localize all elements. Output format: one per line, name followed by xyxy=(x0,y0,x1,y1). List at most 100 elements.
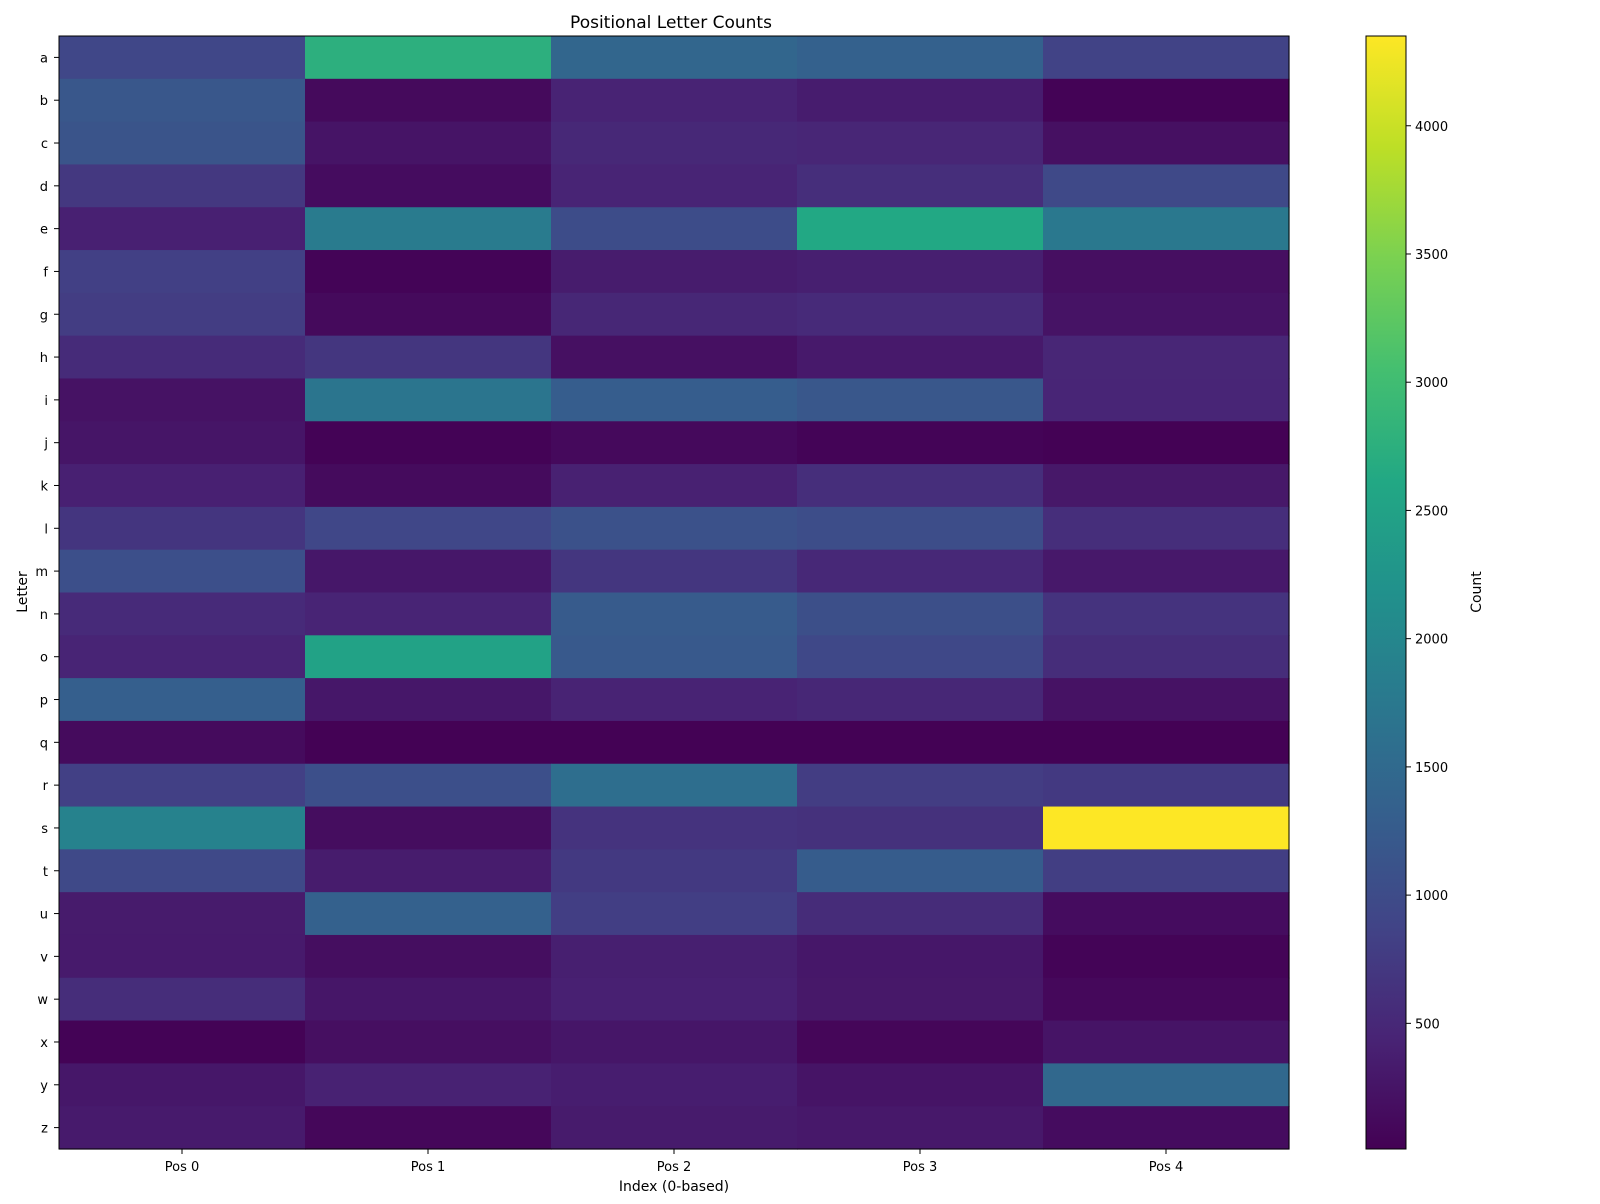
heatmap-cell-q-2 xyxy=(551,720,798,765)
heatmap-cell-s-4 xyxy=(1043,806,1290,850)
heatmap-cell-g-1 xyxy=(305,292,552,337)
heatmap-cell-m-2 xyxy=(551,549,798,594)
heatmap-cell-q-0 xyxy=(59,720,306,765)
heatmap-cell-n-0 xyxy=(59,592,306,636)
heatmap-cell-b-3 xyxy=(797,78,1044,123)
heatmap-cell-i-0 xyxy=(59,378,306,422)
heatmap-cell-i-1 xyxy=(305,378,552,422)
heatmap-cell-r-2 xyxy=(551,763,798,808)
y-tick-label: o xyxy=(40,651,48,666)
y-tick-label: w xyxy=(37,993,48,1008)
heatmap-cell-u-3 xyxy=(797,892,1044,936)
heatmap-cell-h-1 xyxy=(305,335,552,380)
y-tick-label: h xyxy=(40,351,48,366)
heatmap-cell-o-2 xyxy=(551,635,798,679)
y-tick-label: y xyxy=(40,1079,48,1094)
heatmap-cell-b-2 xyxy=(551,78,798,123)
heatmap-cell-z-2 xyxy=(551,1106,798,1150)
heatmap-cell-z-3 xyxy=(797,1106,1044,1150)
heatmap-cell-h-4 xyxy=(1043,335,1290,380)
y-tick-label: x xyxy=(40,1036,48,1051)
heatmap-cell-v-2 xyxy=(551,934,798,979)
heatmap-cell-j-0 xyxy=(59,421,306,465)
y-tick-label: z xyxy=(41,1122,48,1137)
heatmap-cell-k-3 xyxy=(797,464,1044,508)
heatmap-cell-k-0 xyxy=(59,464,306,508)
heatmap-cell-r-0 xyxy=(59,763,306,808)
heatmap-cell-d-3 xyxy=(797,164,1044,208)
y-tick-label: l xyxy=(44,522,48,537)
y-tick-label: i xyxy=(44,394,48,409)
heatmap-cell-u-1 xyxy=(305,892,552,936)
heatmap-cell-p-0 xyxy=(59,678,306,722)
heatmap-cell-l-0 xyxy=(59,506,306,551)
heatmap-cell-s-0 xyxy=(59,806,306,850)
heatmap-cell-u-0 xyxy=(59,892,306,936)
heatmap-cell-w-4 xyxy=(1043,977,1290,1022)
x-axis-label: Index (0-based) xyxy=(619,1179,729,1195)
heatmap-cell-i-2 xyxy=(551,378,798,422)
heatmap-cell-g-0 xyxy=(59,292,306,337)
x-axis: Pos 0 Pos 1 Pos 2 Pos 3 Pos 4 xyxy=(165,1149,1184,1175)
heatmap-cell-e-1 xyxy=(305,207,552,251)
heatmap-cell-c-0 xyxy=(59,121,306,166)
heatmap-cell-y-0 xyxy=(59,1063,306,1107)
heatmap-cell-l-4 xyxy=(1043,506,1290,551)
heatmap-cell-d-0 xyxy=(59,164,306,208)
colorbar-ticks: 500 1000 1500 2000 2500 3000 3500 4000 xyxy=(1406,120,1448,1032)
heatmap-cell-x-1 xyxy=(305,1020,552,1064)
heatmap-cell-l-2 xyxy=(551,506,798,551)
y-tick-label: p xyxy=(40,694,48,709)
heatmap-cell-s-2 xyxy=(551,806,798,850)
heatmap-cell-a-1 xyxy=(305,36,552,80)
heatmap-cell-f-1 xyxy=(305,250,552,294)
heatmap-cell-x-3 xyxy=(797,1020,1044,1064)
heatmap-cell-x-2 xyxy=(551,1020,798,1064)
heatmap-cell-z-1 xyxy=(305,1106,552,1150)
x-tick-label: Pos 2 xyxy=(657,1160,692,1175)
heatmap-cell-a-0 xyxy=(59,36,306,80)
heatmap-cell-c-1 xyxy=(305,121,552,166)
y-tick-label: r xyxy=(43,779,49,794)
heatmap-cell-v-4 xyxy=(1043,934,1290,979)
heatmap-cell-w-3 xyxy=(797,977,1044,1022)
x-tick-label: Pos 4 xyxy=(1149,1160,1184,1175)
heatmap-cell-p-2 xyxy=(551,678,798,722)
heatmap-cell-f-2 xyxy=(551,250,798,294)
heatmap-cell-o-4 xyxy=(1043,635,1290,679)
heatmap-cell-j-4 xyxy=(1043,421,1290,465)
heatmap-cell-m-3 xyxy=(797,549,1044,594)
heatmap-cell-t-2 xyxy=(551,849,798,893)
heatmap-cell-s-3 xyxy=(797,806,1044,850)
chart-title: Positional Letter Counts xyxy=(570,13,772,33)
heatmap-cell-j-2 xyxy=(551,421,798,465)
colorbar-tick-label: 3500 xyxy=(1415,248,1448,263)
heatmap-cell-n-2 xyxy=(551,592,798,636)
heatmap-cell-y-1 xyxy=(305,1063,552,1107)
heatmap-cell-b-4 xyxy=(1043,78,1290,123)
heatmap-cell-z-0 xyxy=(59,1106,306,1150)
heatmap-cell-b-1 xyxy=(305,78,552,123)
heatmap-cell-d-4 xyxy=(1043,164,1290,208)
heatmap-cell-l-1 xyxy=(305,506,552,551)
heatmap-cell-y-4 xyxy=(1043,1063,1290,1107)
heatmap-cell-b-0 xyxy=(59,78,306,123)
heatmap-cell-q-4 xyxy=(1043,720,1290,765)
heatmap-cell-k-2 xyxy=(551,464,798,508)
heatmap-cell-f-3 xyxy=(797,250,1044,294)
y-tick-label: g xyxy=(40,308,48,323)
heatmap-cell-x-4 xyxy=(1043,1020,1290,1064)
heatmap-cell-u-4 xyxy=(1043,892,1290,936)
heatmap-cell-q-3 xyxy=(797,720,1044,765)
heatmap-cell-w-1 xyxy=(305,977,552,1022)
heatmap-cell-c-2 xyxy=(551,121,798,166)
colorbar-tick-label: 2000 xyxy=(1415,633,1448,648)
heatmap-cells xyxy=(59,36,1290,1150)
heatmap-cell-a-4 xyxy=(1043,36,1290,80)
colorbar-tick-label: 2500 xyxy=(1415,504,1448,519)
heatmap-cell-a-2 xyxy=(551,36,798,80)
x-tick-label: Pos 3 xyxy=(903,1160,938,1175)
heatmap-cell-d-2 xyxy=(551,164,798,208)
heatmap-cell-y-2 xyxy=(551,1063,798,1107)
